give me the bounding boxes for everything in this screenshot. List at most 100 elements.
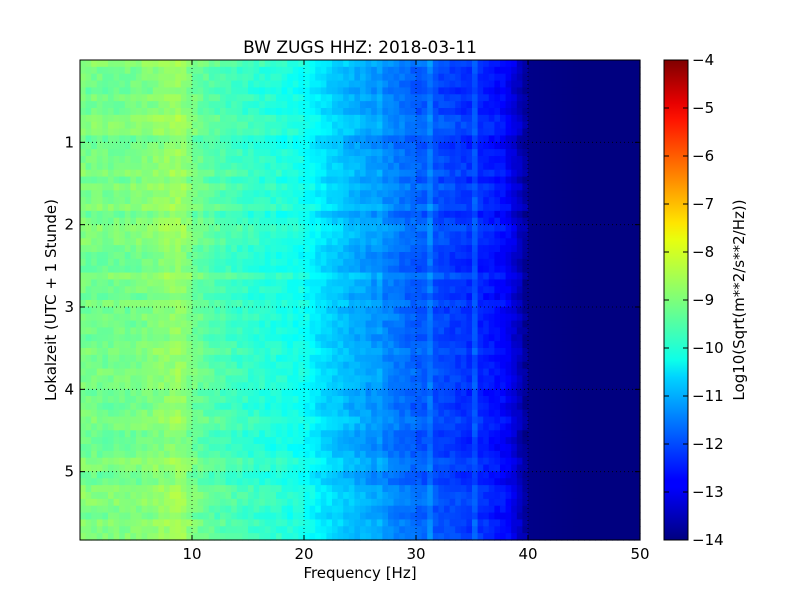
heatmap-cell [460,217,467,226]
heatmap-cell [208,114,215,123]
heatmap-cell [326,396,333,404]
heatmap-cell [488,245,495,253]
heatmap-cell [152,334,159,342]
heatmap-cell [416,60,423,68]
heatmap-cell [544,396,551,404]
heatmap-cell [85,217,92,226]
heatmap-cell [567,272,574,281]
heatmap-cell [96,149,103,157]
heatmap-cell [192,238,199,246]
heatmap-cell [472,258,479,267]
heatmap-cell [572,87,579,95]
heatmap-cell [253,149,260,157]
heatmap-cell [376,210,383,219]
heatmap-cell [130,73,137,82]
heatmap-cell [404,348,411,356]
heatmap-cell [320,114,327,123]
heatmap-cell [365,300,372,308]
heatmap-cell [158,245,165,253]
heatmap-cell [259,204,266,212]
heatmap-cell [214,149,221,157]
heatmap-cell [192,73,199,82]
heatmap-cell [578,375,585,383]
heatmap-cell [556,135,563,143]
heatmap-cell [130,320,137,329]
heatmap-cell [203,190,210,198]
heatmap-cell [276,245,283,253]
heatmap-cell [460,375,467,383]
heatmap-cell [516,286,523,294]
heatmap-cell [326,279,333,287]
heatmap-cell [628,300,635,308]
heatmap-cell [108,368,115,377]
heatmap-cell [488,396,495,404]
heatmap-cell [332,320,339,329]
heatmap-cell [124,217,131,226]
heatmap-cell [438,300,445,308]
heatmap-cell [354,368,361,377]
heatmap-cell [270,231,277,239]
heatmap-cell [164,252,171,260]
heatmap-cell [276,224,283,233]
heatmap-cell [516,306,523,315]
heatmap-cell [623,142,630,150]
heatmap-cell [438,396,445,404]
heatmap-cell [354,169,361,178]
heatmap-cell [197,354,204,363]
heatmap-cell [533,149,540,157]
heatmap-cell [511,142,518,150]
heatmap-cell [500,156,507,164]
heatmap-cell [544,313,551,322]
heatmap-cell [376,279,383,287]
heatmap-cell [505,382,512,390]
heatmap-cell [169,320,176,329]
heatmap-cell [455,252,462,260]
heatmap-cell [220,389,227,397]
heatmap-cell [203,128,210,137]
heatmap-cell [276,361,283,370]
heatmap-cell [561,94,568,102]
heatmap-cell [91,375,98,383]
heatmap-cell [556,149,563,157]
heatmap-cell [332,80,339,89]
heatmap-cell [528,300,535,308]
heatmap-cell [225,169,232,178]
heatmap-cell [388,368,395,377]
heatmap-cell [528,142,535,150]
heatmap-cell [556,396,563,404]
heatmap-cell [136,114,143,123]
heatmap-cell [136,224,143,233]
heatmap-cell [466,60,473,68]
heatmap-cell [220,217,227,226]
heatmap-cell [180,224,187,233]
heatmap-cell [483,135,490,143]
heatmap-cell [455,60,462,68]
heatmap-cell [348,142,355,150]
heatmap-cell [186,162,193,171]
heatmap-cell [264,217,271,226]
heatmap-cell [108,354,115,363]
heatmap-cell [511,128,518,137]
heatmap-cell [85,190,92,198]
heatmap-cell [332,341,339,349]
heatmap-cell [505,313,512,322]
heatmap-cell [169,300,176,308]
heatmap-cell [360,327,367,335]
heatmap-cell [427,128,434,137]
heatmap-cell [203,197,210,205]
heatmap-cell [393,190,400,198]
heatmap-cell [578,162,585,171]
heatmap-cell [623,313,630,322]
heatmap-cell [623,162,630,171]
heatmap-cell [477,176,484,185]
heatmap-cell [511,73,518,82]
heatmap-cell [365,101,372,109]
heatmap-cell [175,334,182,342]
heatmap-cell [634,348,641,356]
heatmap-cell [343,258,350,267]
heatmap-cell [432,265,439,274]
heatmap-cell [130,169,137,178]
heatmap-cell [186,245,193,253]
heatmap-cell [203,149,210,157]
